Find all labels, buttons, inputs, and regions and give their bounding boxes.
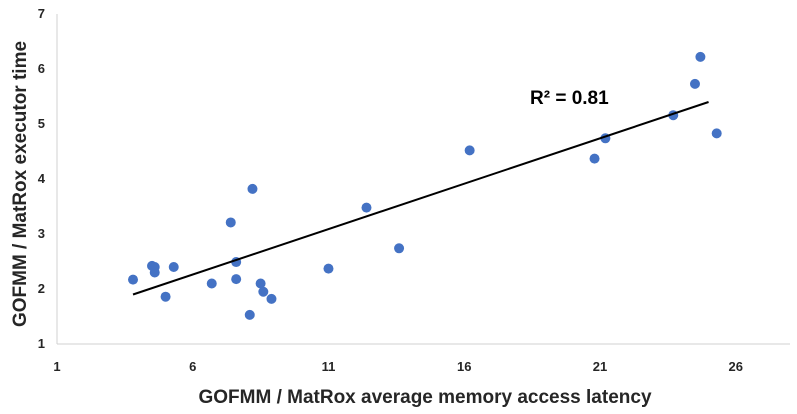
r-squared-annotation: R² = 0.81 (530, 88, 609, 109)
data-point (361, 202, 372, 213)
data-point (206, 278, 217, 289)
x-tick-label: 6 (189, 359, 196, 374)
y-tick-label: 5 (38, 116, 45, 131)
y-tick-labels: 1 2 3 4 5 6 7 (38, 6, 46, 351)
data-point (225, 217, 236, 228)
trendline (132, 101, 709, 296)
data-point (689, 78, 700, 89)
x-tick-labels: 1 6 11 16 21 26 (53, 359, 743, 374)
data-point (160, 291, 171, 302)
y-tick-label: 2 (38, 281, 45, 296)
data-point (464, 145, 475, 156)
y-tick-label: 7 (38, 6, 45, 21)
y-tick-label: 4 (38, 171, 46, 186)
data-point (168, 262, 179, 272)
x-axis-title: GOFMM / MatRox average memory access lat… (198, 387, 651, 408)
data-point (711, 128, 722, 139)
data-point (323, 263, 334, 274)
y-tick-label: 6 (38, 61, 45, 76)
data-point (394, 243, 405, 254)
x-tick-label: 16 (457, 359, 471, 374)
data-point (128, 274, 139, 285)
data-points (128, 51, 722, 320)
data-point (244, 309, 255, 320)
data-point (255, 278, 266, 289)
x-tick-label: 11 (322, 359, 336, 374)
y-tick-label: 1 (38, 336, 45, 351)
data-point (695, 51, 706, 62)
data-point (149, 262, 160, 272)
y-axis-title: GOFMM / MatRox executor time (10, 41, 31, 327)
data-point (266, 293, 277, 304)
x-tick-label: 26 (728, 359, 742, 374)
x-tick-label: 1 (53, 359, 60, 374)
data-point (231, 274, 242, 285)
data-point (258, 286, 269, 297)
data-point (589, 153, 600, 164)
x-tick-label: 21 (593, 359, 607, 374)
y-tick-label: 3 (38, 226, 45, 241)
data-point (247, 183, 258, 194)
